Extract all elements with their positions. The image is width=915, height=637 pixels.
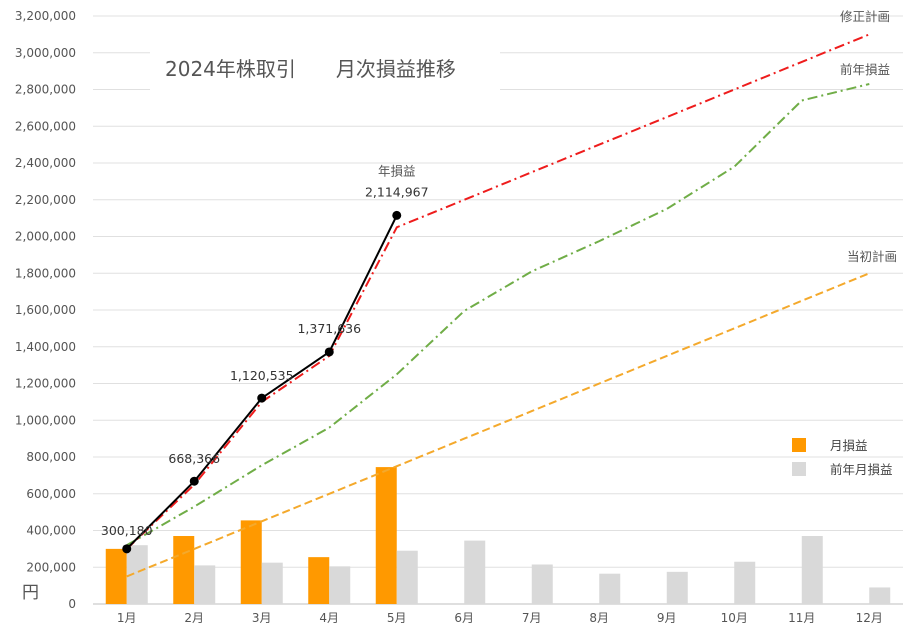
data-label-annual: 300,180	[101, 523, 153, 538]
y-tick-label: 2,200,000	[15, 193, 76, 207]
bar-prev-monthly	[869, 587, 891, 604]
title-layer: 2024年株取引 月次損益推移	[150, 44, 500, 92]
line-series-1	[126, 33, 870, 550]
y-tick-label: 2,600,000	[15, 119, 76, 133]
series-name-label: 修正計画	[840, 9, 890, 24]
y-tick-label: 0	[68, 597, 76, 611]
y-tick-label: 3,000,000	[15, 46, 76, 60]
legend-label-prev-monthly: 前年月損益	[830, 462, 893, 477]
bar-monthly	[375, 467, 397, 604]
bar-prev-monthly	[599, 573, 621, 604]
y-tick-label: 1,200,000	[15, 377, 76, 391]
line-marker	[324, 347, 334, 357]
data-label-annual: 2,114,967	[365, 184, 429, 199]
series-name-label: 年損益	[378, 163, 416, 178]
y-tick-label: 1,800,000	[15, 266, 76, 280]
bar-layer	[105, 467, 891, 604]
bar-prev-monthly	[194, 565, 216, 604]
y-tick-label: 600,000	[26, 487, 76, 501]
bar-prev-monthly	[666, 571, 688, 604]
label-layer: 300,180 668,366 1,120,535 1,371,636 2,114,96…	[101, 9, 897, 538]
y-tick-label: 3,200,000	[15, 9, 76, 23]
line-layer	[122, 33, 870, 578]
bar-prev-monthly	[261, 562, 283, 604]
legend-swatch-prev-monthly	[792, 462, 806, 476]
x-tick-label: 8月	[589, 611, 609, 625]
x-tick-label: 1月	[117, 611, 137, 625]
y-tick-label: 2,400,000	[15, 156, 76, 170]
x-tick-label: 12月	[856, 611, 883, 625]
title-background	[150, 44, 500, 92]
x-tick-label: 9月	[657, 611, 677, 625]
bar-prev-monthly	[734, 561, 756, 604]
line-series-3	[126, 272, 870, 578]
x-tick-label: 4月	[319, 611, 339, 625]
series-name-label: 前年損益	[840, 62, 890, 77]
y-tick-label: 200,000	[26, 560, 76, 574]
y-tick-label: 800,000	[26, 450, 76, 464]
y-tick-label: 1,600,000	[15, 303, 76, 317]
bar-prev-monthly	[396, 550, 418, 604]
bar-monthly	[240, 520, 262, 604]
bar-monthly	[173, 536, 195, 604]
line-marker	[122, 544, 132, 554]
bar-prev-monthly	[126, 545, 148, 604]
y-tick-label: 2,000,000	[15, 230, 76, 244]
line-marker	[392, 210, 402, 220]
x-tick-label: 10月	[721, 611, 748, 625]
axis-layer: 0 200,000 400,000 600,000 800,000 1,000,000 1,…	[15, 9, 883, 625]
legend: 月損益 前年月損益	[792, 438, 893, 477]
legend-label-monthly: 月損益	[830, 438, 868, 453]
bar-prev-monthly	[329, 566, 351, 604]
data-label-annual: 1,371,636	[297, 321, 361, 336]
y-tick-label: 400,000	[26, 524, 76, 538]
x-tick-label: 3月	[252, 611, 272, 625]
y-tick-label: 1,400,000	[15, 340, 76, 354]
x-tick-label: 7月	[522, 611, 542, 625]
bar-monthly	[308, 557, 330, 604]
y-tick-label: 1,000,000	[15, 413, 76, 427]
x-tick-label: 2月	[184, 611, 204, 625]
bar-prev-monthly	[801, 536, 823, 604]
grid-layer	[93, 15, 903, 605]
data-label-annual: 1,120,535	[230, 368, 294, 383]
legend-swatch-monthly	[792, 438, 806, 452]
series-name-label: 当初計画	[847, 249, 897, 264]
chart-title: 2024年株取引 月次損益推移	[165, 57, 456, 81]
x-tick-label: 6月	[454, 611, 474, 625]
line-series-2	[126, 83, 870, 547]
x-tick-label: 11月	[788, 611, 815, 625]
bar-prev-monthly	[531, 564, 553, 604]
bar-prev-monthly	[464, 540, 486, 604]
y-axis-unit-label: 円	[22, 583, 39, 603]
data-label-annual: 668,366	[168, 451, 220, 466]
line-marker	[257, 393, 267, 403]
x-tick-label: 5月	[387, 611, 407, 625]
y-tick-label: 2,800,000	[15, 83, 76, 97]
bar-monthly	[105, 548, 127, 604]
line-marker	[189, 476, 199, 486]
